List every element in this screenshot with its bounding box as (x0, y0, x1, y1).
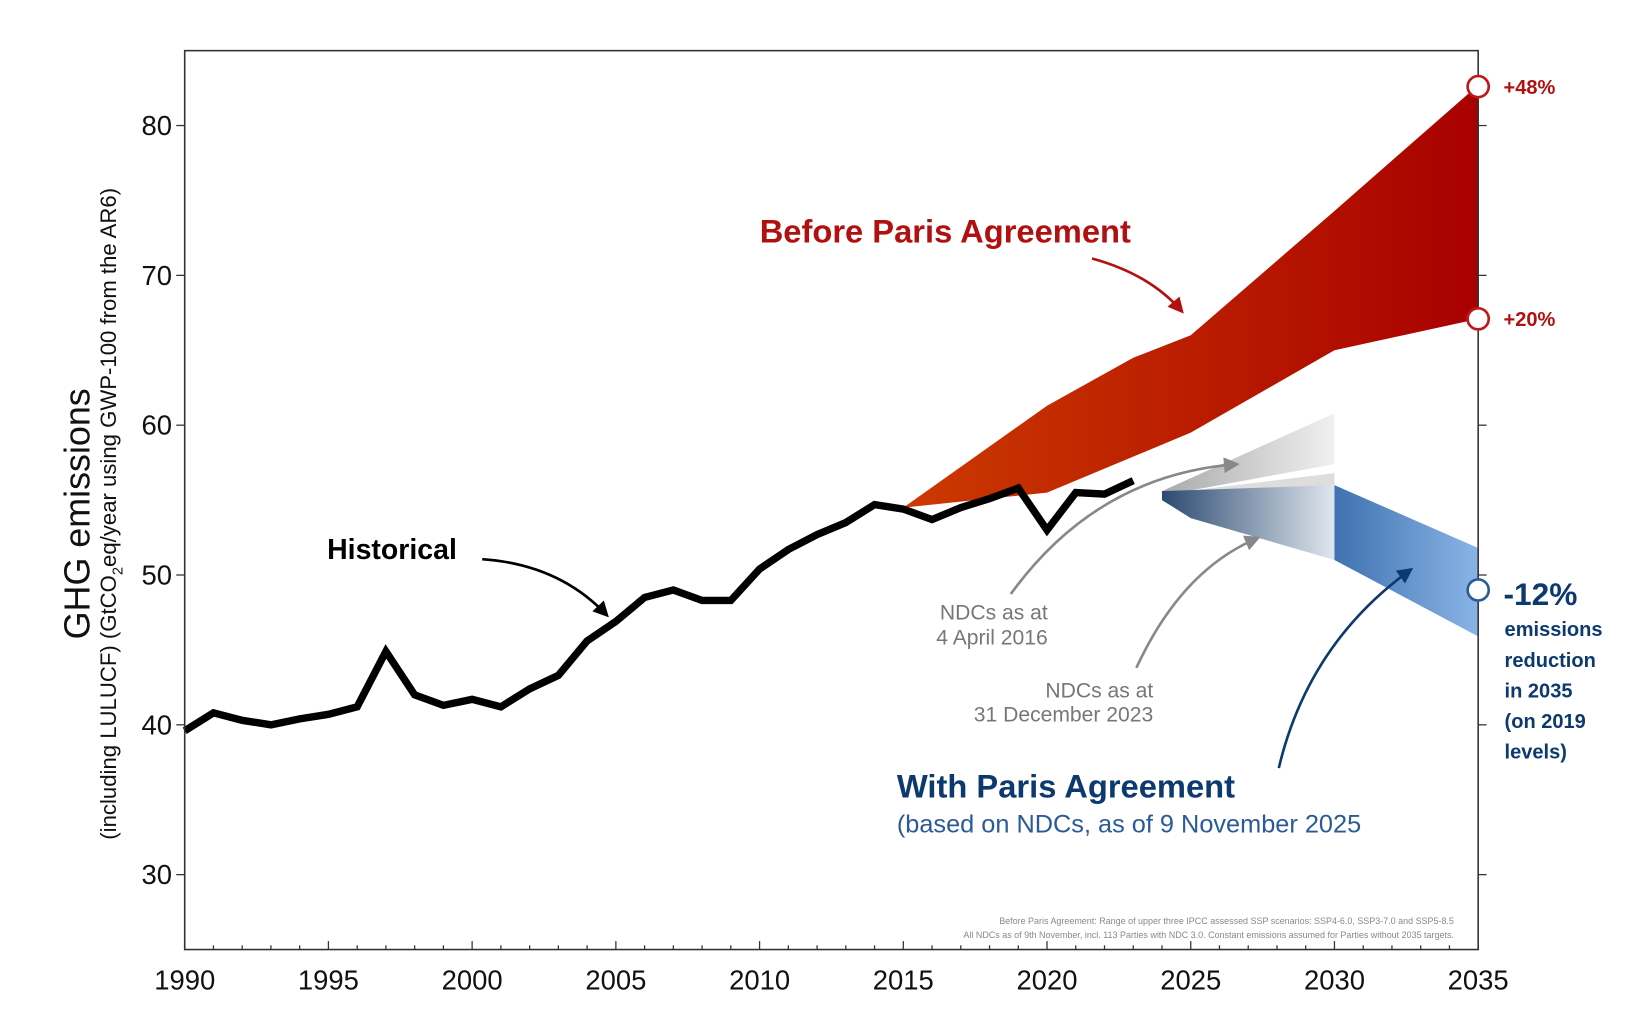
bands-layer (903, 85, 1479, 637)
y-tick-label: 80 (142, 110, 173, 141)
y-tick-label: 70 (142, 260, 173, 291)
marker-circle (1466, 578, 1491, 602)
footnote-1: Before Paris Agreement: Range of upper t… (999, 916, 1454, 926)
lines-layer (182, 477, 1135, 734)
footnote-2: All NDCs as of 9th November, incl. 113 P… (963, 930, 1453, 940)
reduction-2: reduction (1505, 650, 1596, 672)
marker-circle (1466, 74, 1491, 99)
x-tick-label: 2030 (1304, 965, 1365, 996)
y-tick-label: 30 (142, 859, 173, 890)
y-tick-label: 40 (142, 709, 173, 740)
marker-circle (1466, 306, 1491, 331)
before-paris-arrow (1091, 257, 1184, 314)
before-paris-label: Before Paris Agreement (760, 213, 1131, 250)
with-paris-arrow (1277, 567, 1414, 769)
x-tick-label: 1990 (154, 965, 215, 996)
before-paris-band (903, 85, 1479, 508)
historical-label: Historical (327, 534, 457, 566)
ndc-2016-band (1161, 413, 1335, 496)
axes-layer: 1990 1995 2000 2005 2010 2015 2020 2025 2030 2035… (142, 110, 1509, 996)
with-paris-band-2035 (1334, 485, 1479, 637)
ndc2016-label-2: 4 April 2016 (936, 627, 1047, 650)
x-tick-label: 2025 (1160, 965, 1221, 996)
markers-layer: +48% +20% -12% (1466, 74, 1578, 612)
with-paris-band-2030 (1161, 485, 1335, 561)
reduction-3: in 2035 (1505, 680, 1573, 702)
x-tick-label: 2015 (873, 965, 934, 996)
ndc2023-label-1: NDCs as at (1045, 679, 1153, 702)
x-tick-label: 1995 (298, 965, 359, 996)
historical-line (182, 477, 1135, 734)
ndc2023-label-2: 31 December 2023 (974, 704, 1153, 727)
reduction-4: (on 2019 (1505, 711, 1586, 733)
x-tick-label: 2005 (585, 965, 646, 996)
marker-label: -12% (1504, 576, 1578, 612)
with-paris-sublabel: (based on NDCs, as of 9 November 2025 (897, 810, 1361, 838)
reduction-1: emissions (1505, 619, 1603, 641)
y-tick-label: 60 (142, 410, 173, 441)
x-tick-label: 2010 (729, 965, 790, 996)
y-axis-sublabel: (including LULUCF) (GtCO2eq/year using G… (96, 188, 126, 840)
x-tick-label: 2035 (1448, 965, 1509, 996)
with-paris-label: With Paris Agreement (897, 768, 1235, 805)
x-tick-label: 2020 (1017, 965, 1078, 996)
x-tick-label: 2000 (442, 965, 503, 996)
ndc2023-arrow (1135, 535, 1261, 669)
ndc2016-arrow (1009, 457, 1240, 595)
ndc2016-label-1: NDCs as at (940, 601, 1048, 624)
y-tick-label: 50 (142, 559, 173, 590)
historical-arrow (482, 557, 609, 618)
marker-label: +48% (1504, 77, 1556, 99)
y-axis-label: GHG emissions (58, 388, 98, 639)
plot-frame (183, 49, 1479, 951)
marker-label: +20% (1504, 309, 1556, 331)
reduction-5: levels) (1505, 742, 1567, 764)
